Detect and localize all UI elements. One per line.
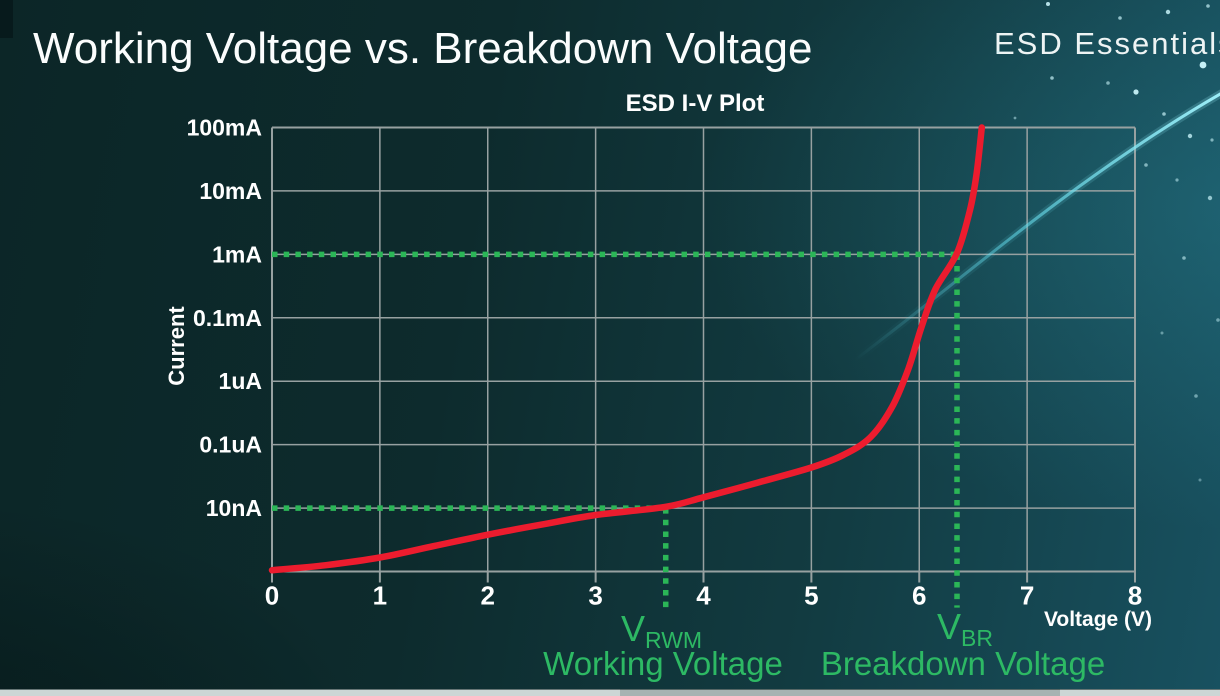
y-tick-label: 0.1mA [193,305,262,331]
x-tick-label: 5 [804,581,818,611]
y-tick-label: 1uA [219,368,262,394]
y-tick-label: 0.1uA [199,432,262,458]
bottom-progress-strip [0,689,1220,696]
particle-dot [1160,331,1164,335]
x-tick-label: 1 [373,581,387,611]
particle-dot [1175,178,1179,182]
iv-curve [268,124,986,574]
particle-dot [1198,478,1202,482]
y-tick-label: 100mA [187,115,262,141]
particle-dot [1144,163,1148,167]
particle-dot [1118,16,1122,20]
y-tick-label: 10mA [199,178,262,204]
particle-dot [1165,9,1171,15]
guide-lines [272,251,960,614]
y-tick-label: 1mA [212,241,262,267]
x-tick-label: 8 [1128,581,1142,611]
particle-dot [1210,138,1214,142]
background-swoosh-glow [851,89,1220,364]
vbr-annotation: VBR [937,606,993,650]
particle-dot [996,50,1000,54]
chart-title: ESD I-V Plot [625,90,765,117]
background-swoosh [853,92,1220,362]
particle-dot [1133,89,1139,95]
page-title: Working Voltage vs. Breakdown Voltage [33,24,813,73]
vrwm-annotation: VRWM [621,608,702,652]
particle-dot [1182,256,1186,260]
vrwm-subscript: RWM [645,627,703,653]
x-tick-label: 7 [1020,581,1034,611]
x-tick-labels: 0 1 2 3 4 5 6 7 8 [265,581,1142,611]
vbr-symbol: V [937,606,962,647]
x-tick-label: 6 [912,581,926,611]
particle-dot [1207,195,1213,201]
working-voltage-caption: Working Voltage [543,645,783,682]
particle-dot [1216,318,1220,322]
x-tick-label: 3 [588,581,602,611]
particle-dot [1162,112,1166,116]
particle-dot [1050,76,1054,80]
particle-dot [1206,4,1210,8]
background-decor [851,2,1220,482]
corner-notch [0,0,13,38]
particle-dot [1194,394,1198,398]
particle-dot [1199,61,1207,69]
y-tick-label: 10nA [206,495,262,521]
particle-dot [1013,116,1017,120]
x-tick-label: 0 [265,581,279,611]
brand-logo-text: ESD Essentials [994,26,1220,61]
vrwm-symbol: V [621,608,646,649]
grid-lines [271,126,1136,583]
x-tick-label: 2 [481,581,495,611]
x-tick-label: 4 [696,581,711,611]
vbr-subscript: BR [961,625,993,651]
y-tick-labels: 100mA 10mA 1mA 0.1mA 1uA 0.1uA 10nA [187,115,262,522]
breakdown-voltage-caption: Breakdown Voltage [820,645,1106,682]
particle-dot [1187,133,1193,139]
x-axis-title: Voltage (V) [1043,608,1153,631]
particle-dot [1106,81,1110,85]
particle-dot [1046,2,1050,6]
